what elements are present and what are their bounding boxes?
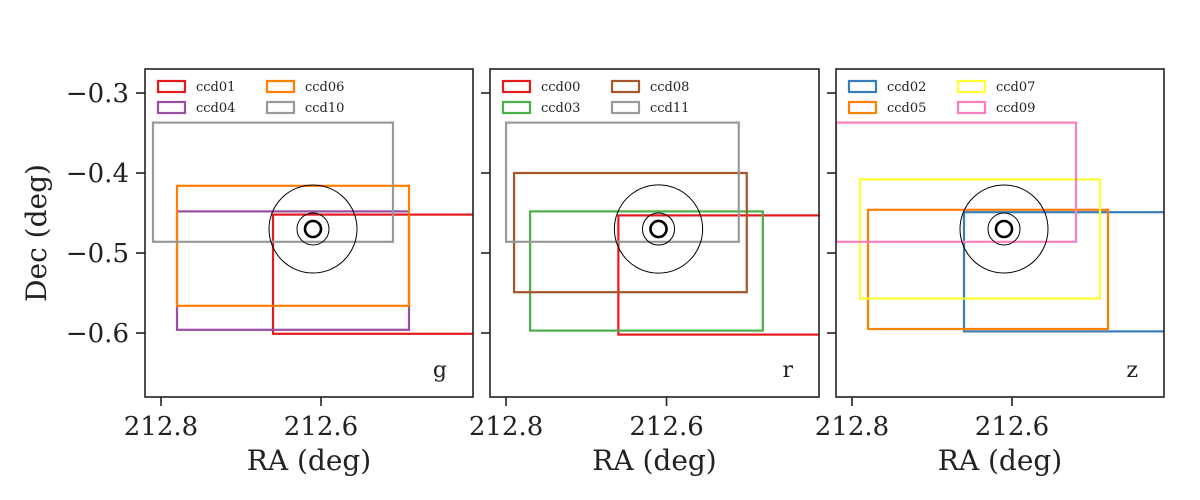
target-circle-2 [641,212,676,246]
panel-g: 212.8 212.6 −0.3 −0.4 −0.5 −0.6 RA (deg) Dec (d… [20,68,474,477]
plot-area [504,121,819,336]
panels: 212.8 212.6 −0.3 −0.4 −0.5 −0.6 RA (deg) Dec (d… [20,68,1165,477]
band-label: g [433,358,447,383]
ccd-footprint-ccd06 [175,184,411,307]
legend-swatch-ccd06 [265,79,296,94]
band-label: r [782,358,793,383]
legend-swatch-ccd09 [956,100,987,115]
ccd-footprint-ccd01 [271,213,473,335]
legend-swatch-ccd08 [610,79,641,94]
axes-frame [835,68,1165,398]
ccd-footprint-ccd11 [504,121,740,243]
ccd-footprint-ccd02 [962,211,1164,333]
legend-label-ccd04: ccd04 [196,101,235,116]
ccd-footprint-ccd07 [858,178,1102,300]
target-circle-1 [303,219,323,239]
legend: ccd00 ccd03 ccd08 ccd11 [501,79,689,116]
legend-label-ccd02: ccd02 [887,80,926,95]
legend-swatch-ccd10 [265,100,296,115]
legend-swatch-ccd01 [156,79,187,94]
x-tick-label: 212.8 [124,412,198,442]
legend-label-ccd05: ccd05 [887,101,926,116]
target-circle-2 [296,212,330,246]
legend-swatch-ccd04 [156,100,187,115]
axes-frame [144,68,474,398]
plot-area [151,121,473,335]
target-circle-1 [649,219,668,239]
axes-frame [489,68,820,398]
band-label: z [1126,358,1138,383]
x-axis-label: RA (deg) [592,444,716,477]
ccd-footprint-ccd05 [866,208,1110,331]
x-tick-label: 212.8 [815,412,889,442]
x-tick-label: 212.6 [975,412,1049,442]
target-circle-3 [268,184,358,274]
x-axis-label: RA (deg) [247,444,371,477]
ccd-footprint-ccd10 [151,121,395,243]
x-axis-label: RA (deg) [938,444,1062,477]
legend-label-ccd03: ccd03 [541,101,580,116]
legend: ccd02 ccd05 ccd07 ccd09 [847,79,1035,116]
legend-label-ccd11: ccd11 [650,101,689,116]
legend-swatch-ccd02 [847,79,878,94]
target-circle-3 [959,184,1049,274]
ccd-footprint-ccd08 [512,171,748,294]
ccd-footprint-ccd09 [836,121,1078,243]
x-tick-label: 212.6 [629,412,703,442]
ccd-footprint-ccd00 [617,214,819,336]
legend-label-ccd01: ccd01 [196,80,235,95]
ccd-footprint-ccd03 [529,210,764,332]
legend-label-ccd08: ccd08 [650,80,689,95]
legend-swatch-ccd00 [501,79,532,94]
legend-label-ccd06: ccd06 [305,80,344,95]
ccd-footprint-ccd04 [175,210,411,331]
target-circle-3 [613,184,704,274]
panel-r: 212.8 212.6RA (deg) r ccd00 ccd03 ccd08 ccd11 [469,68,820,477]
target-circle-2 [987,212,1021,246]
y-tick-label: −0.3 [66,79,129,109]
x-tick-label: 212.6 [284,412,358,442]
y-tick-label: −0.4 [66,159,129,189]
y-tick-label: −0.6 [66,319,129,349]
legend-label-ccd00: ccd00 [541,80,580,95]
legend-swatch-ccd05 [847,100,878,115]
y-axis-label: Dec (deg) [20,164,53,302]
y-tick-label: −0.5 [66,239,129,269]
legend-label-ccd09: ccd09 [996,101,1035,116]
legend-label-ccd10: ccd10 [305,101,344,116]
legend: ccd01 ccd04 ccd06 ccd10 [156,79,344,116]
panel-z: 212.8 212.6RA (deg) z ccd02 ccd05 ccd07 ccd09 [815,68,1165,477]
plot-area [836,121,1164,333]
legend-label-ccd07: ccd07 [996,80,1035,95]
legend-swatch-ccd11 [610,100,641,115]
legend-swatch-ccd03 [501,100,532,115]
legend-swatch-ccd07 [956,79,987,94]
target-circle-1 [994,219,1014,239]
x-tick-label: 212.8 [469,412,543,442]
